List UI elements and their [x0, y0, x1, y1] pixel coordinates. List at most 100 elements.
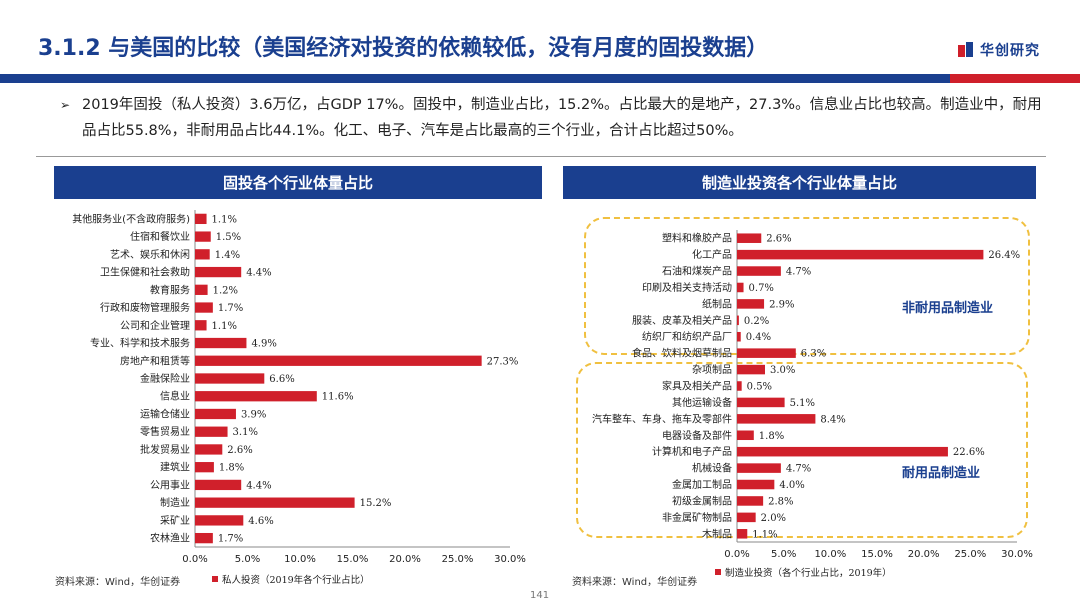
- bar: [737, 266, 781, 276]
- category-label: 杂项制品: [692, 363, 732, 376]
- data-label: 1.7%: [218, 303, 243, 314]
- category-label: 纺织厂和纺织产品厂: [642, 330, 732, 343]
- x-tick-label: 25.0%: [442, 554, 474, 565]
- data-label: 1.7%: [218, 534, 243, 545]
- durable-group-box: [576, 362, 1028, 538]
- bar: [737, 282, 744, 293]
- data-label: 1.4%: [215, 250, 240, 261]
- data-label: 4.7%: [786, 267, 811, 278]
- bar: [195, 408, 236, 420]
- category-label: 行政和废物管理服务: [100, 301, 190, 314]
- category-label: 化工产品: [692, 248, 732, 261]
- page-number: 141: [530, 590, 550, 601]
- category-label: 住宿和餐饮业: [130, 230, 190, 243]
- x-tick-label: 30.0%: [494, 554, 526, 565]
- bar: [195, 284, 208, 295]
- data-label: 1.5%: [216, 232, 241, 243]
- left-source-note: 资料来源：Wind，华创证券: [55, 577, 181, 588]
- category-label: 建筑业: [160, 461, 190, 474]
- bar: [195, 213, 207, 225]
- data-label: 22.6%: [953, 447, 985, 458]
- bar: [195, 426, 228, 437]
- category-label: 家具及相关产品: [662, 380, 732, 393]
- bar: [195, 249, 210, 260]
- data-label: 4.9%: [251, 339, 276, 350]
- legend-label: 制造业投资（各个行业占比，2019年）: [725, 568, 892, 579]
- legend-label: 私人投资（2019年各个行业占比）: [222, 575, 370, 586]
- data-label: 3.1%: [233, 427, 258, 438]
- category-label: 金属加工制品: [672, 478, 732, 491]
- bar: [737, 299, 765, 309]
- summary-text: 2019年固投（私人投资）3.6万亿，占GDP 17%。固投中，制造业占比，15…: [82, 97, 1042, 139]
- data-label: 6.6%: [269, 374, 294, 385]
- x-tick-label: 0.0%: [724, 549, 749, 560]
- bar: [195, 462, 214, 473]
- category-label: 食品、饮料及烟草制品: [632, 347, 732, 360]
- right-chart-title: 制造业投资各个行业体量占比: [563, 166, 1036, 199]
- data-label: 4.4%: [246, 480, 271, 491]
- bar: [195, 266, 242, 278]
- category-label: 电器设备及部件: [662, 429, 732, 442]
- bar: [195, 444, 223, 455]
- x-tick-label: 15.0%: [861, 549, 893, 560]
- data-label: 1.8%: [219, 463, 244, 474]
- x-tick-label: 20.0%: [908, 549, 940, 560]
- data-label: 1.1%: [212, 214, 237, 225]
- data-label: 4.6%: [248, 516, 273, 527]
- x-tick-label: 15.0%: [337, 554, 369, 565]
- data-label: 3.0%: [770, 365, 795, 376]
- bar: [737, 249, 984, 260]
- bar: [737, 463, 781, 473]
- category-label: 制造业: [160, 496, 190, 509]
- left-legend: 私人投资（2019年各个行业占比）: [212, 572, 370, 586]
- bar: [737, 348, 796, 358]
- logo: 华创研究: [957, 40, 1040, 60]
- data-label: 8.4%: [820, 414, 845, 425]
- bar: [737, 430, 754, 441]
- bar: [737, 479, 775, 490]
- category-label: 农林渔业: [150, 532, 190, 545]
- data-label: 0.2%: [744, 316, 769, 327]
- bar: [195, 391, 317, 402]
- section-divider: [36, 156, 1046, 157]
- category-label: 艺术、娱乐和休闲: [110, 248, 190, 261]
- category-label: 房地产和租赁等: [120, 354, 190, 367]
- bar: [737, 315, 739, 326]
- data-label: 1.1%: [212, 321, 237, 332]
- x-tick-label: 30.0%: [1001, 549, 1033, 560]
- right-legend: 制造业投资（各个行业占比，2019年）: [715, 565, 892, 579]
- category-label: 教育服务: [150, 283, 190, 296]
- data-label: 4.7%: [786, 464, 811, 475]
- bar: [737, 331, 741, 342]
- data-label: 2.0%: [761, 513, 786, 524]
- category-label: 零售贸易业: [140, 425, 190, 438]
- nondurable-group-label: 非耐用品制造业: [902, 301, 994, 316]
- x-tick-label: 25.0%: [954, 549, 986, 560]
- category-label: 汽车整车、车身、拖车及零部件: [592, 412, 732, 425]
- category-label: 批发贸易业: [140, 443, 190, 456]
- logo-text: 华创研究: [980, 43, 1040, 59]
- x-tick-label: 10.0%: [814, 549, 846, 560]
- x-tick-label: 5.0%: [235, 554, 260, 565]
- category-label: 专业、科学和技术服务: [90, 337, 190, 350]
- data-label: 0.5%: [747, 382, 772, 393]
- data-label: 27.3%: [487, 356, 519, 367]
- bar: [737, 233, 762, 243]
- data-label: 2.9%: [769, 299, 794, 310]
- data-label: 1.8%: [759, 431, 784, 442]
- x-tick-label: 20.0%: [389, 554, 421, 565]
- category-label: 印刷及相关支持活动: [642, 281, 732, 294]
- bar: [195, 302, 213, 313]
- bar: [195, 231, 211, 242]
- x-tick-label: 5.0%: [771, 549, 796, 560]
- category-label: 机械设备: [692, 462, 732, 475]
- logo-icon: [958, 42, 973, 57]
- data-label: 2.8%: [768, 496, 793, 507]
- data-label: 1.1%: [752, 529, 777, 540]
- category-label: 初级金属制品: [672, 494, 732, 507]
- data-label: 6.3%: [801, 349, 826, 360]
- legend-swatch: [715, 569, 721, 575]
- category-label: 公司和企业管理: [120, 319, 190, 332]
- durable-group-label: 耐用品制造业: [902, 466, 981, 481]
- right-source-note: 资料来源：Wind，华创证券: [572, 577, 698, 588]
